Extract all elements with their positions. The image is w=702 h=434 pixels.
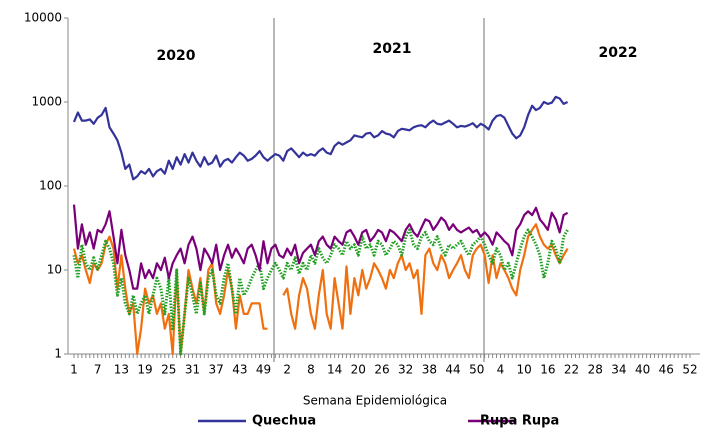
- x-tick-label: 52: [682, 363, 697, 377]
- x-tick-label: 43: [232, 363, 247, 377]
- series-line: [72, 228, 569, 356]
- x-tick-label: 49: [256, 363, 271, 377]
- year-label: 2020: [157, 48, 196, 64]
- year-label: 2022: [599, 45, 638, 61]
- x-tick-label: 14: [327, 363, 342, 377]
- x-tick-label: 44: [445, 363, 460, 377]
- y-tick-label: 10000: [24, 11, 62, 25]
- x-tick-label: 8: [307, 363, 315, 377]
- y-tick-label: 1: [54, 347, 62, 361]
- x-tick-label: 34: [611, 363, 626, 377]
- y-tick-label: 1000: [31, 95, 62, 109]
- x-tick-label: 46: [659, 363, 674, 377]
- year-label: 2021: [373, 41, 412, 57]
- x-tick-label: 25: [161, 363, 176, 377]
- x-tick-label: 4: [497, 363, 505, 377]
- x-tick-label: 38: [422, 363, 437, 377]
- legend-label: Rupa Rupa: [480, 414, 559, 429]
- x-tick-label: 28: [588, 363, 603, 377]
- x-tick-label: 26: [374, 363, 389, 377]
- x-tick-label: 13: [114, 363, 129, 377]
- x-axis-title: Semana Epidemiológica: [303, 394, 447, 408]
- x-tick-label: 22: [564, 363, 579, 377]
- series-line: [72, 204, 569, 290]
- x-tick-label: 40: [635, 363, 650, 377]
- x-tick-label: 50: [469, 363, 484, 377]
- y-tick-label: 100: [39, 179, 62, 193]
- series-line: [72, 95, 569, 181]
- x-tick-label: 31: [185, 363, 200, 377]
- x-tick-label: 2: [283, 363, 291, 377]
- x-tick-label: 1: [70, 363, 78, 377]
- x-tick-label: 19: [137, 363, 152, 377]
- x-tick-label: 16: [540, 363, 555, 377]
- x-tick-label: 20: [351, 363, 366, 377]
- y-tick-label: 10: [47, 263, 62, 277]
- x-tick-label: 37: [209, 363, 224, 377]
- x-tick-label: 7: [94, 363, 102, 377]
- x-tick-label: 10: [517, 363, 532, 377]
- x-tick-label: 32: [398, 363, 413, 377]
- legend-label: Quechua: [252, 414, 316, 429]
